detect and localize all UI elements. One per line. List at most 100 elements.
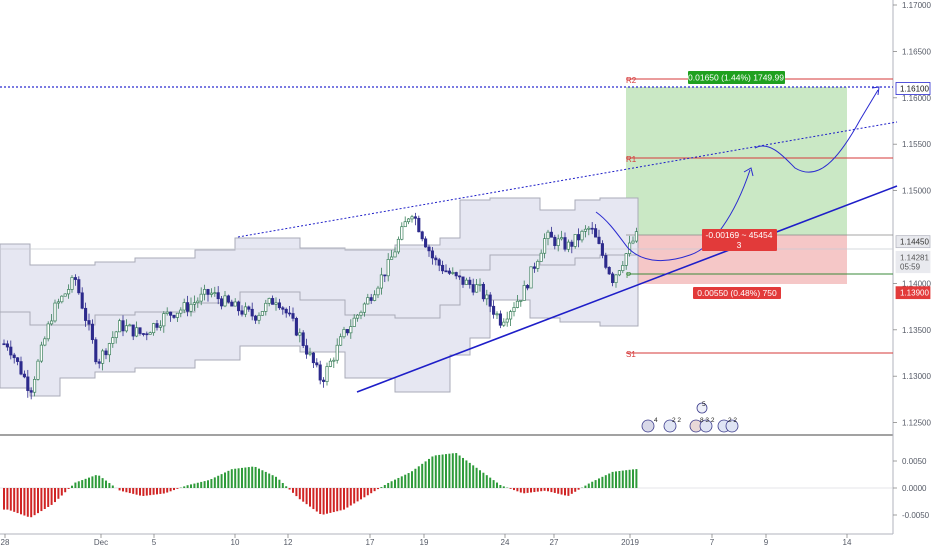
candle-body <box>237 301 241 312</box>
time-tick-label: 27 <box>550 538 559 547</box>
event-multi-top: 5 <box>702 401 706 408</box>
candle-body <box>138 327 142 334</box>
candle-body <box>281 307 285 310</box>
candle-body <box>359 311 363 316</box>
event-eu[interactable]: 2 2 <box>663 417 681 433</box>
candle-body <box>220 298 224 307</box>
candle-body <box>471 284 475 293</box>
osc-tick-label: -0.0050 <box>902 511 930 520</box>
support-trendline[interactable] <box>356 185 898 393</box>
candle-body <box>186 302 190 312</box>
candle-body <box>430 250 434 259</box>
price-tag-box <box>895 235 931 249</box>
candle-body <box>532 266 536 269</box>
candle-body <box>624 253 628 266</box>
time-tick-label: 28 <box>1 538 10 547</box>
pnl-label-box[interactable] <box>702 229 777 251</box>
candle-body <box>400 226 404 240</box>
candle-body <box>230 301 234 307</box>
candle-body <box>614 274 618 283</box>
candle-body <box>311 352 315 364</box>
candle-body <box>175 312 179 318</box>
candle-body <box>417 217 421 233</box>
candle-body <box>634 231 638 242</box>
time-tick-label: 9 <box>764 538 769 547</box>
candle-body <box>546 231 550 240</box>
candle-body <box>36 360 40 380</box>
candle-body <box>461 276 465 285</box>
candle-body <box>570 241 574 247</box>
candle-body <box>529 266 533 289</box>
candle-body <box>264 302 268 312</box>
event-us[interactable]: 4 <box>641 417 658 433</box>
candle-body <box>335 344 339 361</box>
candle-body <box>566 241 570 250</box>
resistance-trendline[interactable] <box>237 121 898 238</box>
candle-body <box>128 324 132 327</box>
time-axis[interactable]: 28 Dec 5 10 12 17 19 24 27 2019 7 9 14 <box>1 534 852 547</box>
time-tick-label: 7 <box>710 538 715 547</box>
candle-body <box>509 311 513 320</box>
candle-body <box>291 313 295 319</box>
candle-body <box>481 283 485 300</box>
candle-body <box>318 364 322 381</box>
candle-body <box>390 256 394 260</box>
candle-body <box>50 320 54 325</box>
candle-body <box>621 265 625 272</box>
candle-body <box>274 302 278 305</box>
price-tag-label: 1.16100 <box>900 85 929 94</box>
candle-body <box>111 337 115 344</box>
candle-body <box>424 238 428 248</box>
candle-body <box>393 251 397 258</box>
candle-body <box>101 350 105 364</box>
candle-body <box>206 289 210 295</box>
event-multi[interactable]: 5 8 3 2 <box>689 401 715 433</box>
osc-tick-label: 0.0050 <box>902 457 927 466</box>
candle-body <box>260 311 264 316</box>
candle-body <box>250 308 254 317</box>
price-tag-box <box>895 82 931 95</box>
price-axis[interactable]: 1.17000 1.16500 1.16000 1.15500 1.15000 1.140… <box>893 1 931 428</box>
candle-body <box>70 277 74 290</box>
candle-body <box>611 273 615 283</box>
candle-body <box>352 317 356 327</box>
candle-body <box>543 238 547 254</box>
time-tick-label: 19 <box>420 538 429 547</box>
candle-body <box>284 308 288 314</box>
candle-body <box>77 279 81 294</box>
loss-label-box[interactable] <box>693 287 781 299</box>
candle-body <box>444 270 448 273</box>
event-eu2[interactable]: 2 2 <box>717 417 739 433</box>
candle-body <box>583 228 587 232</box>
price-tag-box <box>895 286 931 300</box>
candle-body <box>148 332 152 335</box>
candle-body <box>84 307 88 321</box>
candle-body <box>322 379 326 382</box>
candle-body <box>308 352 312 355</box>
profit-zone[interactable] <box>626 87 847 235</box>
price-tag-label: 1.14281 <box>900 253 929 262</box>
candle-body <box>145 333 149 336</box>
profit-label-box[interactable] <box>688 71 785 84</box>
candle-body <box>539 252 543 262</box>
price-tick-label: 1.16000 <box>902 94 931 103</box>
candle-body <box>556 238 560 246</box>
candle-body <box>563 237 567 250</box>
price-tag-label: 05:59 <box>900 263 921 272</box>
candle-body <box>607 267 611 275</box>
candle-body <box>162 313 166 327</box>
candle-body <box>468 279 472 285</box>
candle-body <box>594 228 598 238</box>
price-tick-label: 1.15500 <box>902 140 931 149</box>
candle-body <box>12 354 16 359</box>
loss-label: 0.00550 (0.48%) 750 <box>697 288 777 298</box>
candle-body <box>213 292 217 295</box>
time-tick-label: 5 <box>152 538 157 547</box>
projection-path[interactable] <box>595 89 879 262</box>
candle-body <box>2 343 6 346</box>
osc-tick-label: 0.0000 <box>902 484 927 493</box>
candle-body <box>427 246 431 252</box>
candle-body <box>277 302 281 309</box>
